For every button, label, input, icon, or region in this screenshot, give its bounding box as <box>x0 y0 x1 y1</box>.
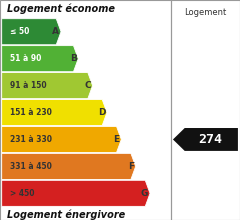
Polygon shape <box>2 99 107 126</box>
Text: F: F <box>128 162 134 171</box>
Polygon shape <box>2 126 121 152</box>
Text: 231 à 330: 231 à 330 <box>10 135 52 144</box>
Text: 151 à 230: 151 à 230 <box>10 108 52 117</box>
Text: Logement économe: Logement économe <box>7 3 115 14</box>
Polygon shape <box>2 19 61 45</box>
Text: Logement énergivore: Logement énergivore <box>7 209 125 220</box>
Text: C: C <box>84 81 91 90</box>
Text: 331 à 450: 331 à 450 <box>10 162 52 171</box>
Polygon shape <box>2 46 78 72</box>
Polygon shape <box>2 73 93 99</box>
Text: G: G <box>141 189 148 198</box>
Text: ≤ 50: ≤ 50 <box>10 27 30 36</box>
Polygon shape <box>173 128 238 151</box>
Text: 274: 274 <box>198 133 222 146</box>
Text: B: B <box>70 54 77 63</box>
Polygon shape <box>2 180 150 206</box>
Text: > 450: > 450 <box>10 189 35 198</box>
Text: E: E <box>114 135 120 144</box>
Text: 51 à 90: 51 à 90 <box>10 54 42 63</box>
Text: Logement: Logement <box>184 8 227 16</box>
Polygon shape <box>2 153 136 180</box>
Text: A: A <box>52 27 59 36</box>
Text: 91 à 150: 91 à 150 <box>10 81 47 90</box>
Text: D: D <box>98 108 105 117</box>
